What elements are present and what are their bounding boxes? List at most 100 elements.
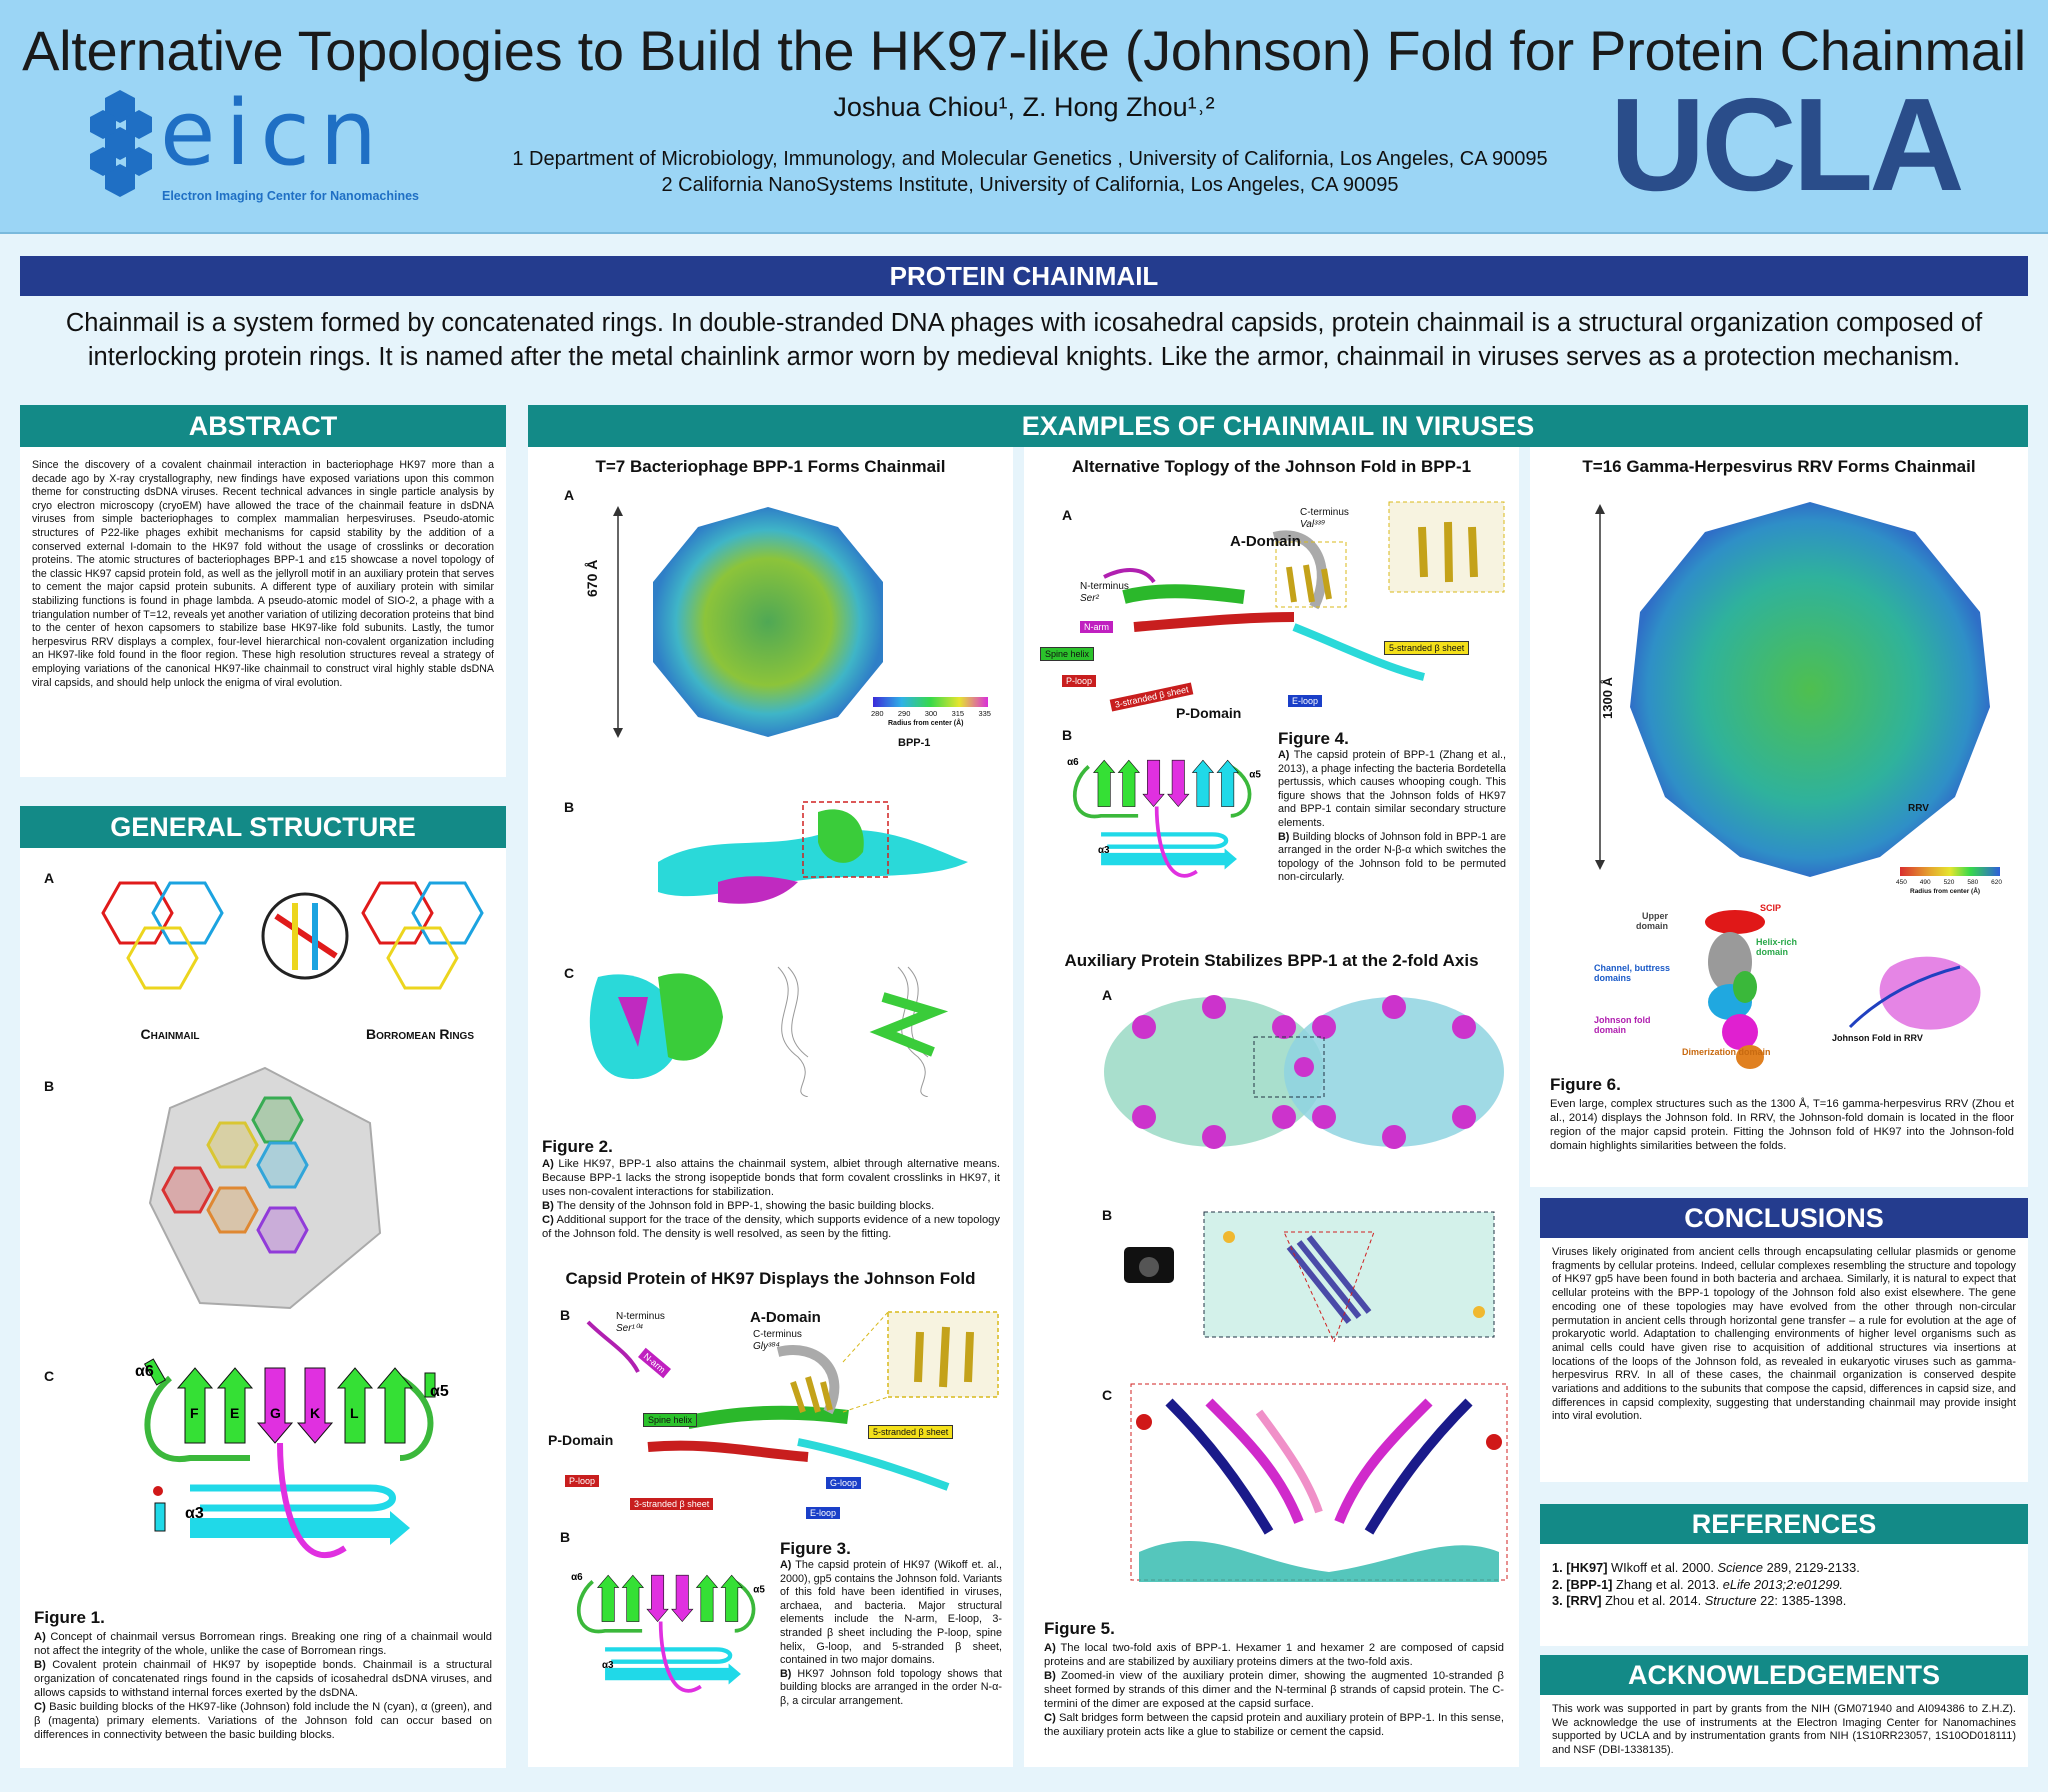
hk97-johnson-title: Capsid Protein of HK97 Displays the John…: [565, 1269, 976, 1288]
fig5-cap-b: Zoomed-in view of the auxiliary protein …: [1044, 1670, 1504, 1710]
abstract-panel: Since the discovery of a covalent chainm…: [20, 447, 506, 777]
fig6-caption: Even large, complex structures such as t…: [1550, 1098, 2014, 1152]
fig1-cap-c: Basic building blocks of the HK97-like (…: [34, 1701, 492, 1741]
fig2-label-b: B: [564, 799, 575, 815]
column-bpp1-topology: Alternative Toplogy of the Johnson Fold …: [1024, 447, 1519, 1767]
svg-text:K: K: [310, 1405, 320, 1421]
hk97-a-domain: A-Domain: [750, 1309, 821, 1326]
rrv-scip-label: SCIP: [1760, 903, 1782, 913]
fig5-cap-c: Salt bridges form between the capsid pro…: [1044, 1712, 1504, 1738]
references-panel: 1. [HK97] WIkoff et al. 2000. Science 28…: [1540, 1544, 2028, 1646]
fig5-label-b: B: [1102, 1207, 1113, 1223]
poster-title: Alternative Topologies to Build the HK97…: [22, 19, 2026, 82]
reference-text: Zhang et al. 2013.: [1612, 1576, 1723, 1592]
conclusions-panel: Viruses likely originated from ancient c…: [1540, 1238, 2028, 1482]
fig6-title: Figure 6.: [1550, 1075, 1621, 1094]
hk97-cterm: C-terminus: [753, 1329, 802, 1340]
rrv-tick: 620: [1991, 879, 2002, 886]
hk97-capsid-image: [148, 1066, 382, 1310]
fig1-cap-b-label: B): [34, 1659, 46, 1671]
svg-text:F: F: [190, 1405, 199, 1421]
bpp1-nterm-res: Ser²: [1080, 593, 1099, 604]
rrv-colorbar-title: RRV: [1908, 803, 1929, 814]
rrv-dimerization-domain-label: Dimerization domain: [1682, 1047, 1771, 1057]
bpp1-colorbar-ticks: 280 290 300 315 335: [871, 709, 991, 718]
reference-journal: eLife 2013;2:e01299.: [1722, 1576, 1843, 1592]
fig1-title: Figure 1.: [34, 1608, 105, 1627]
svg-text:α6: α6: [1067, 757, 1079, 768]
johnson-fold-topology-bpp1: α6 α5 α3: [1067, 757, 1261, 878]
fig4-cap-a: The capsid protein of BPP-1 (Zhang et al…: [1278, 749, 1506, 829]
reference-item: 3. [RRV] Zhou et al. 2014. Structure 22:…: [1552, 1593, 2016, 1610]
fig2-label-a: A: [564, 487, 575, 503]
examples-heading: EXAMPLES OF CHAINMAIL IN VIRUSES: [528, 405, 2028, 447]
fig5-cap-b-label: B): [1044, 1670, 1056, 1682]
fig4-title: Figure 4.: [1278, 729, 1349, 748]
reference-item: 1. [HK97] WIkoff et al. 2000. Science 28…: [1552, 1560, 2016, 1577]
hk97-nterm-res: Ser¹⁰⁴: [616, 1323, 644, 1334]
svg-text:α5: α5: [1249, 770, 1261, 781]
bpp1-cterm: C-terminus: [1300, 507, 1349, 518]
general-structure-panel: A Chainmail Borromean Rings B C: [20, 848, 506, 1768]
bpp1-capsid-protein-structure: [1103, 501, 1505, 681]
fig2-caption: A) Like HK97, BPP-1 also attains the cha…: [542, 1157, 1000, 1241]
reference-num: 2. [BPP-1]: [1552, 1576, 1613, 1592]
rrv-tick: 490: [1919, 879, 1931, 886]
eicn-subtitle: Electron Imaging Center for Nanomachines: [162, 189, 419, 203]
bpp1-colorbar-title: BPP-1: [898, 737, 931, 749]
hk97-ploop-tag: P-loop: [565, 1475, 600, 1487]
reference-journal: Structure: [1704, 1593, 1757, 1608]
bpp1-tick: 315: [951, 709, 965, 718]
fig4-label-a: A: [1062, 507, 1073, 523]
svg-text:α3: α3: [1098, 845, 1110, 856]
acknowledgements-text: This work was supported in part by grant…: [1552, 1703, 2016, 1756]
fig5-cap-c-label: C): [1044, 1712, 1056, 1724]
fig4-caption: A) The capsid protein of BPP-1 (Zhang et…: [1278, 749, 1506, 885]
svg-text:E: E: [230, 1405, 239, 1421]
hk97-p-domain: P-Domain: [548, 1432, 614, 1448]
reference-num: 1. [HK97]: [1552, 1560, 1608, 1575]
references-heading: REFERENCES: [1540, 1504, 2028, 1544]
fig1-cap-b: Covalent protein chainmail of HK97 by is…: [34, 1659, 492, 1699]
bpp1-a-domain: A-Domain: [1230, 533, 1301, 550]
bpp1-spine-tag: Spine helix: [1040, 647, 1095, 661]
bpp1-chainmail-title: T=7 Bacteriophage BPP-1 Forms Chainmail: [595, 457, 946, 476]
fig5-title: Figure 5.: [1044, 1619, 1115, 1638]
fig1-label-b: B: [44, 1078, 55, 1094]
borromean-label: Borromean Rings: [365, 1026, 474, 1042]
fig2-label-c: C: [564, 965, 575, 981]
column-bpp1-hk97: T=7 Bacteriophage BPP-1 Forms Chainmail …: [528, 447, 1013, 1767]
poster-header: Alternative Topologies to Build the HK97…: [0, 0, 2048, 234]
bpp1-capsid-map: [613, 506, 988, 738]
bpp1-cterm-res: Val³³⁹: [1300, 519, 1326, 530]
fig4-label-b: B: [1062, 727, 1073, 743]
fig5-label-a: A: [1102, 987, 1113, 1003]
bpp1-nterm: N-terminus: [1080, 581, 1129, 592]
rrv-tick: 580: [1967, 879, 1979, 886]
affiliation-2: 2 California NanoSystems Institute, Univ…: [661, 174, 1399, 196]
johnson-fold-topology-hk97-small: α6 α5 α3: [571, 1572, 765, 1693]
bpp1-sheet5-tag: 5-stranded β sheet: [1384, 641, 1470, 655]
bpp1-p-domain: P-Domain: [1176, 705, 1242, 721]
chainmail-rings-diagram: [101, 881, 484, 990]
fig2-title: Figure 2.: [542, 1137, 613, 1156]
bpp1-tick: 290: [897, 709, 911, 718]
hk97-nterm: N-terminus: [616, 1311, 665, 1322]
svg-text:α6: α6: [135, 1363, 154, 1380]
eicn-text: eicn: [160, 81, 387, 186]
protein-chainmail-text: Chainmail is a system formed by concaten…: [65, 309, 1983, 371]
salt-bridge-detail: [1130, 1383, 1508, 1582]
bpp1-eloop-tag: E-loop: [1288, 695, 1323, 707]
fig3-title: Figure 3.: [780, 1539, 851, 1558]
fig3-caption: A) The capsid protein of HK97 (Wikoff et…: [780, 1559, 1002, 1709]
bpp1-narm-tag: N-arm: [1080, 621, 1113, 633]
reference-text: Zhou et al. 2014.: [1601, 1593, 1705, 1608]
bpp1-tick: 335: [978, 709, 991, 718]
fig3-cap-b-label: B): [780, 1667, 792, 1680]
fig4-cap-b-label: B): [1278, 830, 1290, 843]
chainmail-label: Chainmail: [140, 1026, 200, 1042]
bpp1-johnson-density: [658, 801, 968, 904]
hk97-capsid-protein-structure: [586, 1311, 999, 1491]
svg-text:α5: α5: [430, 1383, 449, 1400]
fig1-label-a: A: [44, 870, 55, 886]
